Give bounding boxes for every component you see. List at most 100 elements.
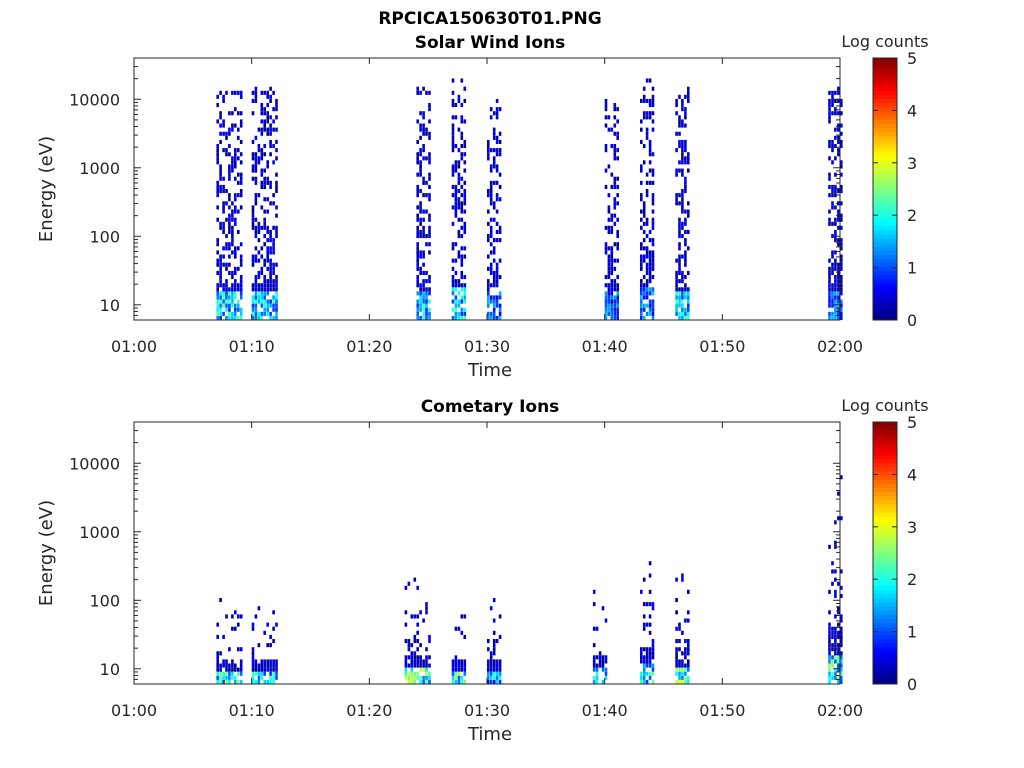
heatmap-cell	[269, 643, 272, 648]
heatmap-cell	[425, 647, 428, 652]
heatmap-cell	[237, 111, 240, 116]
heatmap-cell	[219, 307, 222, 312]
heatmap-cell	[231, 242, 234, 247]
heatmap-cell	[687, 639, 690, 644]
heatmap-cell	[648, 671, 652, 676]
heatmap-cell	[487, 659, 490, 664]
heatmap-cell	[489, 655, 493, 660]
heatmap-cell	[489, 315, 493, 320]
heatmap-cell	[269, 246, 272, 251]
colorbar-segment	[873, 201, 897, 206]
heatmap-cell	[834, 98, 837, 103]
heatmap-cell	[840, 475, 843, 480]
heatmap-cell	[642, 209, 646, 214]
heatmap-cell	[222, 98, 225, 103]
heatmap-cell	[687, 675, 690, 680]
heatmap-cell	[269, 270, 272, 275]
heatmap-cell	[225, 262, 228, 267]
heatmap-cell	[425, 279, 428, 284]
heatmap-cell	[687, 307, 690, 312]
heatmap-cell	[675, 275, 678, 280]
heatmap-cell	[645, 287, 649, 292]
heatmap-cell	[837, 262, 840, 267]
heatmap-cell	[428, 311, 431, 316]
heatmap-cell	[610, 254, 614, 259]
heatmap-cell	[604, 123, 608, 128]
heatmap-cell	[234, 246, 237, 251]
heatmap-cell	[489, 295, 493, 300]
heatmap-cell	[601, 655, 605, 660]
heatmap-cell	[678, 160, 681, 165]
colorbar-segment	[873, 172, 897, 178]
heatmap-cell	[595, 675, 599, 680]
heatmap-cell	[425, 193, 428, 198]
heatmap-cell	[231, 213, 234, 218]
heatmap-cell	[648, 311, 652, 316]
heatmap-cell	[834, 626, 837, 631]
heatmap-cell	[457, 303, 461, 308]
colorbar-segment	[873, 512, 897, 517]
heatmap-cell	[275, 311, 278, 316]
heatmap-cell	[651, 655, 655, 660]
heatmap-cell	[239, 287, 243, 292]
heatmap-cell	[272, 270, 275, 275]
heatmap-cell	[840, 164, 843, 169]
heatmap-cell	[681, 651, 684, 656]
heatmap-cell	[492, 663, 496, 668]
heatmap-cell	[828, 275, 831, 280]
heatmap-cell	[640, 266, 643, 271]
heatmap-cell	[254, 307, 258, 312]
heatmap-cell	[613, 152, 617, 157]
heatmap-cell	[266, 131, 269, 136]
colorbar-segment	[873, 467, 897, 472]
heatmap-cell	[834, 544, 837, 549]
heatmap-cell	[678, 144, 681, 149]
heatmap-cell	[489, 606, 493, 611]
heatmap-cell	[425, 156, 428, 161]
heatmap-cell	[460, 209, 464, 214]
heatmap-cell	[422, 86, 425, 91]
heatmap-cell	[422, 176, 425, 181]
heatmap-cell	[225, 614, 228, 619]
heatmap-cell	[642, 98, 646, 103]
heatmap-cell	[228, 262, 231, 267]
heatmap-cell	[260, 103, 264, 108]
heatmap-cell	[228, 221, 231, 226]
heatmap-cell	[425, 270, 428, 275]
heatmap-cell	[684, 94, 687, 99]
heatmap-cell	[840, 651, 843, 656]
heatmap-cell	[604, 315, 608, 320]
heatmap-cell	[275, 262, 278, 267]
colorbar-segment	[873, 643, 897, 648]
heatmap-cell	[651, 242, 655, 247]
heatmap-cell	[640, 299, 643, 304]
heatmap-cell	[216, 189, 219, 194]
heatmap-cell	[681, 160, 684, 165]
colorbar-tick-label: 2	[907, 206, 917, 225]
heatmap-cell	[678, 659, 681, 664]
heatmap-cell	[266, 115, 269, 120]
heatmap-cell	[687, 152, 690, 157]
heatmap-cell	[410, 679, 414, 684]
heatmap-cell	[237, 614, 240, 619]
heatmap-cell	[837, 491, 840, 496]
heatmap-cell	[592, 675, 596, 680]
heatmap-cell	[263, 667, 266, 672]
heatmap-cell	[216, 315, 219, 320]
colorbar-segment	[873, 540, 897, 546]
heatmap-cell	[454, 103, 458, 108]
heatmap-cell	[260, 266, 264, 271]
heatmap-cell	[419, 663, 422, 668]
heatmap-cell	[651, 98, 655, 103]
heatmap-cell	[428, 299, 431, 304]
heatmap-cell	[840, 659, 843, 664]
heatmap-cell	[604, 303, 608, 308]
heatmap-cell	[495, 671, 499, 676]
heatmap-cell	[675, 307, 678, 312]
heatmap-cell	[607, 225, 611, 230]
heatmap-cell	[219, 262, 222, 267]
heatmap-cell	[225, 90, 228, 95]
heatmap-cell	[837, 581, 840, 586]
heatmap-cell	[489, 671, 493, 676]
heatmap-cell	[681, 279, 684, 284]
